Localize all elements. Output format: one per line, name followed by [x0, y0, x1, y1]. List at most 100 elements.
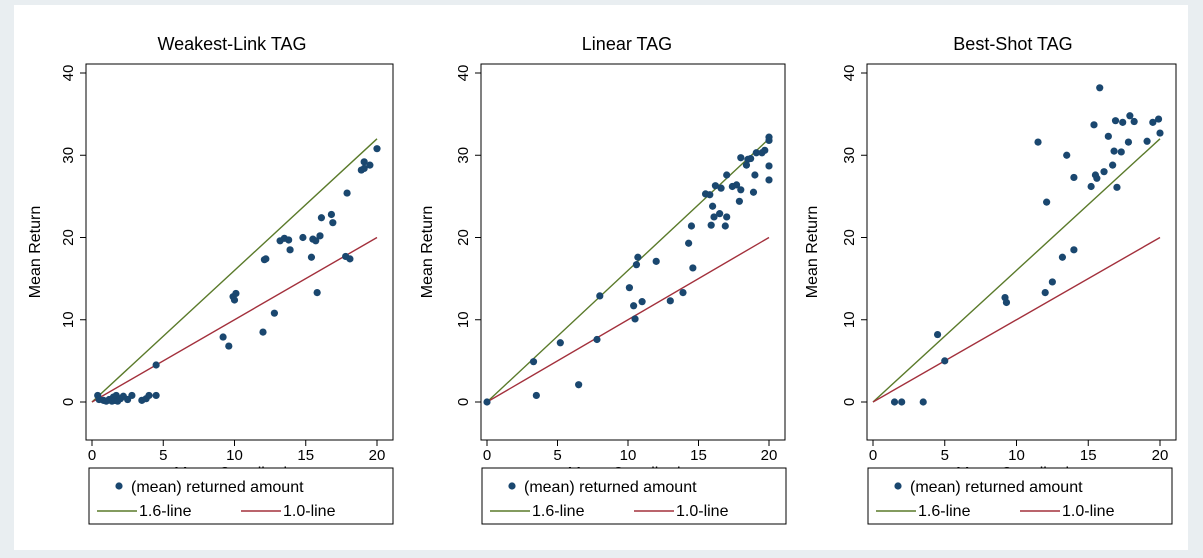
y-tick-label: 40: [60, 65, 77, 82]
data-point: [1070, 173, 1078, 182]
data-point: [751, 171, 759, 179]
data-point: [1124, 138, 1133, 146]
y-tick-label: 40: [455, 65, 472, 82]
legend-box: [88, 467, 394, 525]
data-point: [225, 342, 233, 350]
data-point: [285, 236, 293, 244]
legend: (mean) returned amount 1.6-line 1.0-line: [867, 467, 1173, 525]
x-tick-label: 20: [761, 447, 778, 464]
data-point: [483, 398, 491, 406]
chart-title: Weakest-Link TAG: [157, 34, 306, 54]
x-tick-label: 15: [1080, 447, 1097, 464]
data-point: [219, 333, 227, 341]
y-tick-label: 40: [841, 65, 858, 82]
data-point: [529, 358, 538, 366]
legend-label-points: (mean) returned amount: [910, 479, 1083, 496]
data-point: [1043, 198, 1051, 206]
x-tick-label: 5: [941, 447, 949, 464]
series-line-1-6-line: [872, 138, 1161, 403]
data-point: [941, 357, 949, 365]
data-point: [634, 253, 642, 261]
y-tick-label: 10: [455, 311, 472, 328]
data-point: [1041, 289, 1049, 297]
y-tick-label: 0: [455, 398, 472, 406]
data-point: [232, 289, 240, 298]
data-point: [687, 222, 696, 230]
data-point: [761, 146, 769, 154]
data-point: [1048, 278, 1056, 286]
legend-marker-points: [894, 482, 902, 490]
data-point: [1154, 115, 1163, 123]
data-point: [706, 191, 714, 199]
data-point: [732, 181, 741, 189]
series-line-1-0-line: [91, 236, 378, 403]
series-line-1-0-line: [486, 236, 770, 403]
legend-box: [867, 467, 1173, 525]
data-point: [919, 398, 927, 406]
data-point: [307, 253, 316, 261]
x-tick-label: 10: [1008, 447, 1025, 464]
data-point: [933, 330, 942, 339]
data-point: [1096, 84, 1104, 92]
y-tick-label: 20: [455, 229, 472, 246]
data-point: [737, 154, 745, 162]
data-point: [1109, 161, 1117, 169]
y-axis-label: Mean Return: [419, 206, 436, 299]
data-point: [317, 214, 326, 222]
data-point: [679, 289, 687, 297]
plot-area: [480, 63, 786, 441]
data-point: [1149, 118, 1157, 126]
data-point: [1126, 112, 1134, 120]
data-point: [890, 398, 899, 406]
data-point: [1090, 121, 1098, 129]
data-point: [1110, 147, 1118, 155]
chart-title: Best-Shot TAG: [953, 34, 1072, 54]
data-point: [752, 149, 760, 157]
x-tick-label: 5: [553, 447, 561, 464]
data-point: [313, 289, 321, 297]
data-point: [346, 255, 354, 263]
data-point: [1156, 129, 1164, 137]
legend: (mean) returned amount 1.6-line 1.0-line: [88, 467, 394, 525]
data-point: [638, 298, 646, 306]
data-point: [152, 391, 160, 400]
data-point: [145, 391, 153, 400]
x-tick-label: 20: [369, 447, 386, 464]
data-point: [1034, 138, 1042, 146]
data-point: [1002, 298, 1011, 307]
x-tick-label: 10: [226, 447, 243, 464]
legend-box: [481, 467, 787, 525]
data-point: [329, 219, 337, 227]
data-point: [1143, 137, 1151, 145]
legend-label-line: 1.0-line: [676, 503, 729, 520]
data-point: [327, 210, 335, 219]
x-tick-label: 0: [483, 447, 491, 464]
data-point: [711, 182, 720, 190]
data-point: [286, 246, 294, 254]
data-point: [128, 391, 136, 400]
y-tick-label: 30: [60, 147, 77, 164]
data-point: [1093, 174, 1101, 182]
x-tick-label: 0: [88, 447, 96, 464]
plot-area: [866, 63, 1177, 441]
y-tick-label: 20: [841, 229, 858, 246]
data-point: [666, 297, 674, 305]
plot-area: [85, 63, 394, 441]
x-tick-label: 10: [620, 447, 637, 464]
data-point: [630, 302, 638, 310]
data-point: [316, 232, 324, 240]
y-tick-label: 30: [455, 147, 472, 164]
data-point: [632, 261, 641, 269]
x-tick-label: 15: [690, 447, 707, 464]
data-point: [625, 284, 634, 292]
data-point: [710, 213, 718, 221]
data-point: [735, 197, 743, 205]
data-point: [765, 162, 773, 170]
data-point: [717, 184, 725, 192]
data-point: [366, 161, 374, 169]
data-point: [262, 255, 270, 263]
data-point: [343, 189, 351, 197]
